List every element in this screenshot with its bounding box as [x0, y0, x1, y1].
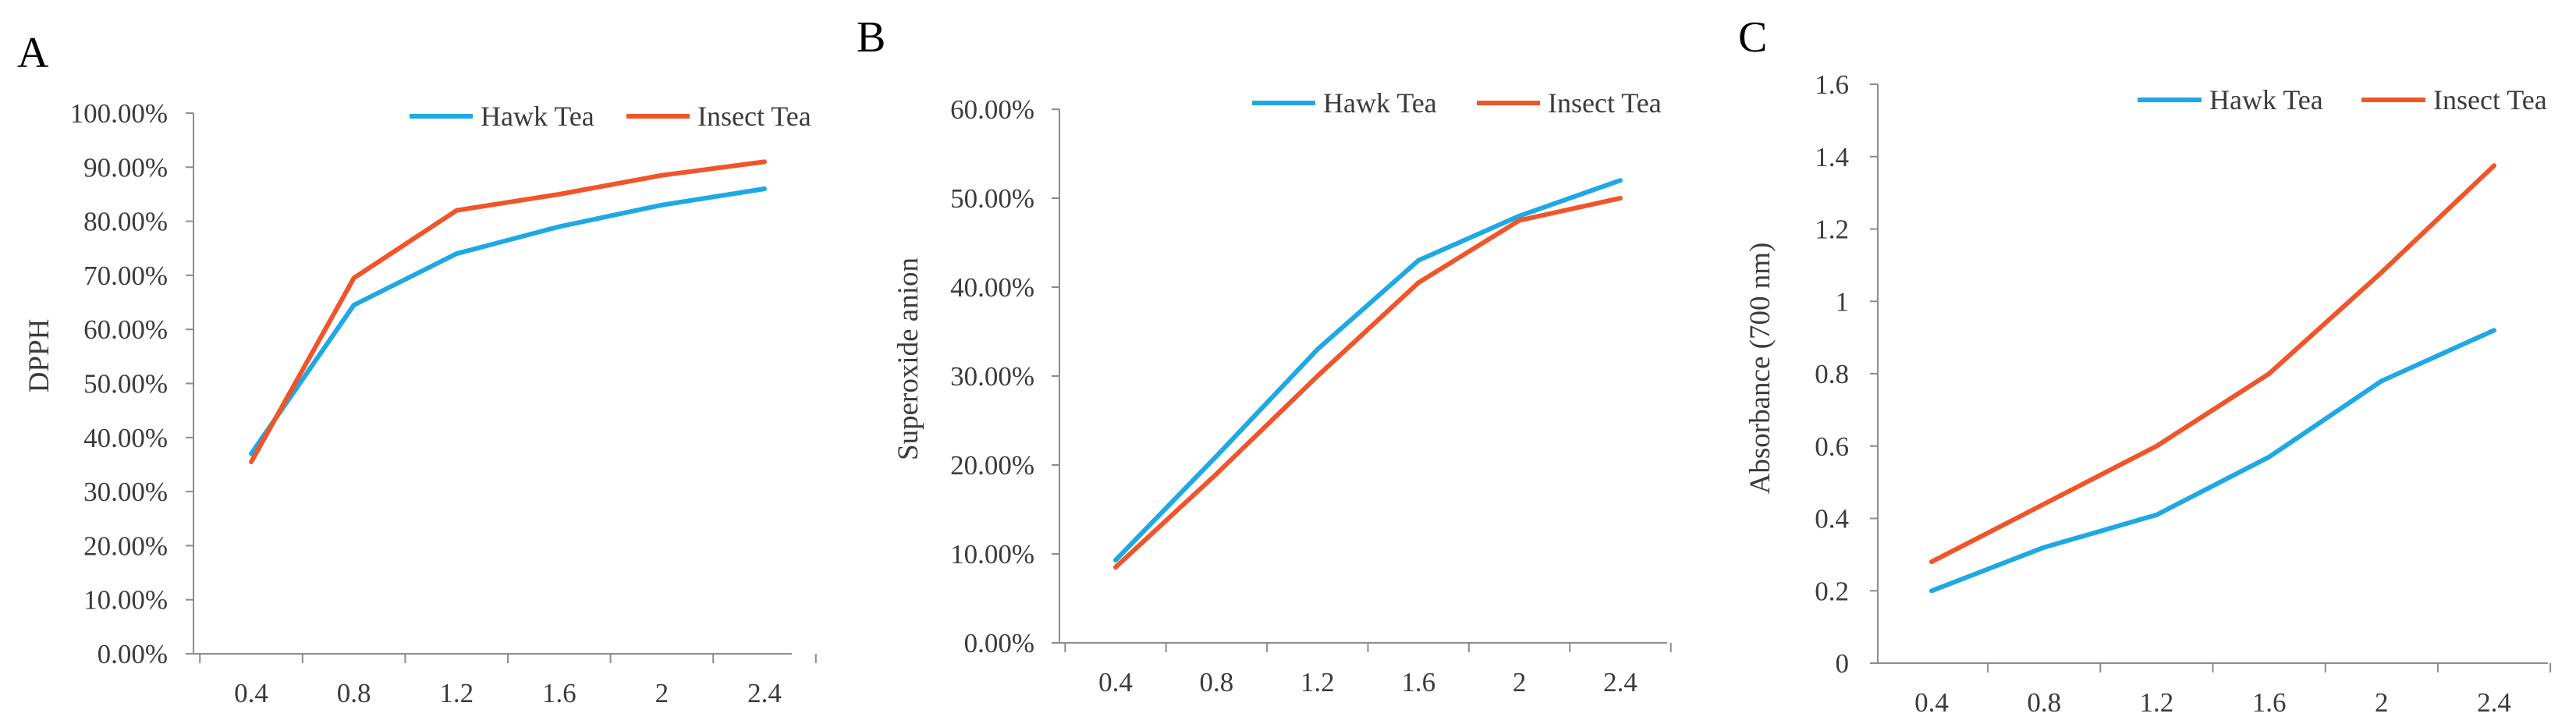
y-tick-label: 0: [1836, 648, 1850, 679]
x-tick-label: 1.2: [439, 678, 474, 708]
y-tick-label: 10.00%: [950, 539, 1034, 570]
series-line-insect-tea: [249, 159, 767, 464]
y-tick-label: 1.2: [1815, 215, 1849, 245]
x-tick-label: 1.6: [2252, 687, 2287, 718]
x-tick-label: 0.8: [337, 678, 371, 708]
legend-label: Insect Tea: [697, 101, 811, 132]
y-tick-label: 80.00%: [83, 207, 168, 237]
y-tick-label: 60.00%: [950, 94, 1034, 125]
y-tick-label: 1.6: [1815, 69, 1849, 100]
series-line-hawk-tea: [1929, 328, 2496, 594]
y-tick-label: 0.8: [1815, 359, 1849, 389]
y-tick-label: 50.00%: [950, 183, 1034, 214]
x-tick-label: 2.4: [1603, 667, 1637, 697]
y-tick-label: 90.00%: [83, 152, 168, 183]
series-line-hawk-tea: [1113, 178, 1623, 563]
y-tick-label: 0.4: [1815, 504, 1849, 534]
y-tick-label: 70.00%: [83, 261, 168, 291]
y-tick-label: 0.00%: [98, 639, 168, 669]
x-tick-label: 2: [1513, 667, 1527, 697]
panel-letter-b: B: [857, 13, 885, 62]
x-tick-label: 0.4: [1914, 687, 1949, 718]
panel-letter-c: C: [1738, 13, 1767, 62]
series-line-insect-tea: [1113, 196, 1623, 570]
x-tick-label: 0.8: [2027, 687, 2061, 718]
x-tick-label: 1.2: [2140, 687, 2174, 718]
y-tick-label: 40.00%: [83, 423, 168, 453]
x-tick-label: 2.4: [2477, 687, 2511, 718]
y-tick-label: 0.2: [1815, 576, 1849, 606]
x-tick-label: 0.4: [234, 678, 268, 708]
x-tick-label: 2: [2375, 687, 2389, 718]
x-tick-label: 1.2: [1300, 667, 1335, 697]
y-tick-label: 100.00%: [70, 98, 168, 129]
legend-label: Hawk Tea: [1323, 87, 1437, 119]
x-tick-label: 1.6: [542, 678, 577, 708]
x-tick-label: 2.4: [747, 678, 782, 708]
y-tick-label: 60.00%: [83, 314, 168, 345]
plot-area-c: 0 0.2 0.4 0.6 0.8 1 1.2 1.4 1.6 0.4 0.8 1.2 1.6 2 2.4 H…: [1815, 69, 2552, 718]
x-tick-label: 2: [655, 678, 669, 708]
legend-label: Insect Tea: [1548, 87, 1662, 119]
y-tick-label: 10.00%: [83, 585, 168, 616]
y-axis-title-a: DPPH: [23, 319, 55, 393]
y-tick-label: 0.6: [1815, 431, 1849, 462]
y-axis-title-c: Absorbance (700 nm): [1744, 243, 1776, 495]
y-tick-label: 30.00%: [950, 361, 1034, 392]
plot-area-b: 0.00% 10.00% 20.00% 30.00% 40.00% 50.00% 60.00…: [950, 87, 1672, 697]
series-line-insect-tea: [1929, 163, 2496, 565]
y-tick-label: 30.00%: [83, 477, 168, 507]
plot-area-a: 0.00% 10.00% 20.00% 30.00% 40.00% 50.00% 60.00…: [70, 98, 817, 708]
y-tick-label: 0.00%: [964, 628, 1034, 658]
chart-panel-c: C Absorbance (700 nm) 0 0.2 0.4 0.6 0.8 1 1.2 1…: [1738, 13, 2552, 718]
y-axis-title-b: Superoxide anion: [892, 257, 924, 460]
x-tick-label: 0.8: [1200, 667, 1234, 697]
x-tick-label: 0.4: [1098, 667, 1133, 697]
x-tick-label: 1.6: [1401, 667, 1435, 697]
chart-panel-a: A DPPH 0.00% 10.00% 20.00% 30.00% 40.00% 50.0…: [17, 29, 817, 708]
y-tick-label: 50.00%: [83, 369, 168, 399]
y-tick-label: 20.00%: [950, 450, 1034, 481]
y-tick-label: 1: [1836, 286, 1850, 317]
panel-letter-a: A: [17, 29, 49, 77]
chart-panel-b: B Superoxide anion 0.00% 10.00% 20.00% 30.0…: [857, 13, 1672, 697]
legend-label: Insect Tea: [2433, 84, 2547, 115]
legend-label: Hawk Tea: [481, 101, 594, 132]
y-tick-label: 1.4: [1815, 142, 1849, 172]
y-tick-label: 20.00%: [83, 531, 168, 561]
series-line-hawk-tea: [249, 186, 767, 456]
y-tick-label: 40.00%: [950, 272, 1034, 303]
legend-label: Hawk Tea: [2209, 84, 2323, 115]
